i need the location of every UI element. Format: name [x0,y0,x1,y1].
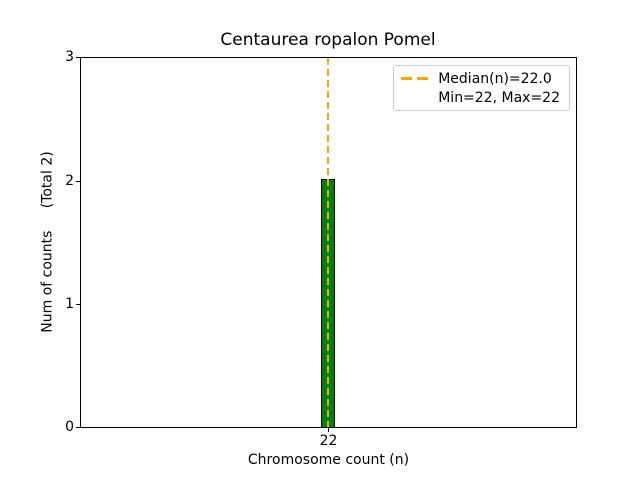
legend-minmax-label: Min=22, Max=22 [438,89,560,106]
median-line-icon [401,77,429,80]
y-tick-label-2: 2 [65,173,74,189]
plot-area: Median(n)=22.0 Min=22, Max=22 [80,57,577,428]
legend-spacer [401,96,428,99]
y-tick-mark-1 [76,304,80,305]
legend-median-label: Median(n)=22.0 [438,70,552,87]
x-tick-label-22: 22 [319,433,338,449]
legend: Median(n)=22.0 Min=22, Max=22 [393,65,570,111]
y-tick-label-3: 3 [65,49,74,65]
legend-entry-minmax: Min=22, Max=22 [401,88,560,107]
y-tick-label-1: 1 [65,296,74,312]
x-tick-mark-22 [328,428,329,432]
y-tick-mark-0 [76,427,80,428]
median-dashed-line [327,58,329,427]
x-axis-label: Chromosome count (n) [247,452,410,468]
y-tick-mark-3 [76,57,80,58]
y-tick-mark-2 [76,181,80,182]
y-axis-label: Num of counts (Total 2) [39,151,56,333]
chart-title: Centaurea ropalon Pomel [220,30,436,50]
y-tick-label-0: 0 [65,419,74,435]
legend-entry-median: Median(n)=22.0 [401,69,560,88]
